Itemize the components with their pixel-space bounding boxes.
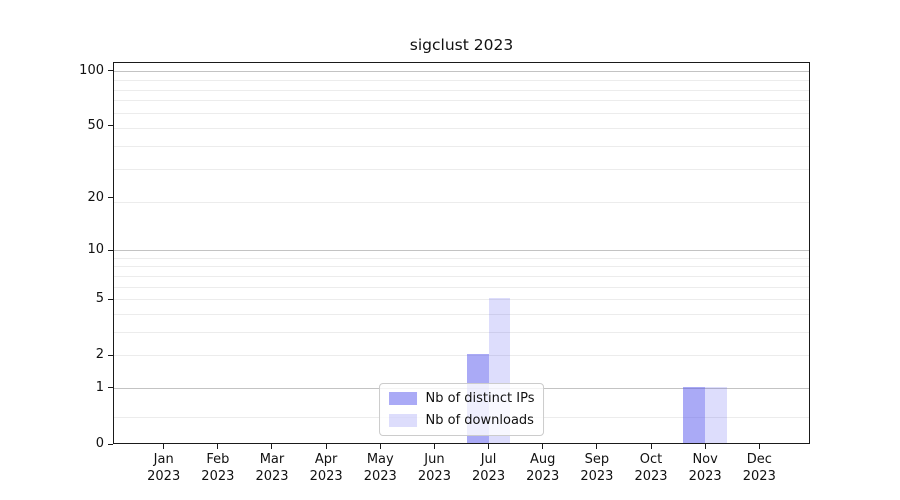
y-tick-mark [108,354,113,356]
gridline-minor [114,331,809,333]
x-tick-label: Jul 2023 [462,452,516,485]
x-tick-mark [325,444,327,449]
x-tick-label: Nov 2023 [678,452,732,485]
y-tick-label: 20 [87,189,104,205]
x-tick-month: Jun [424,452,445,467]
x-tick-year: 2023 [417,468,451,484]
y-tick-mark [108,298,113,300]
y-tick-label: 2 [95,347,104,363]
legend-swatch [388,392,417,405]
x-tick-mark [488,444,490,449]
x-tick-year: 2023 [255,468,289,484]
x-tick-year: 2023 [363,468,397,484]
x-tick-mark [379,444,381,449]
x-tick-year: 2023 [688,468,722,484]
gridline-major [114,70,809,72]
x-tick-mark [433,444,435,449]
legend: Nb of distinct IPs Nb of downloads [378,383,545,436]
y-tick-label: 1 [95,379,104,395]
legend-entry: Nb of distinct IPs [388,391,535,406]
x-tick-mark [542,444,544,449]
y-tick-label: 10 [87,242,104,258]
x-tick-mark [758,444,760,449]
x-tick-mark [650,444,652,449]
legend-label: Nb of distinct IPs [425,391,535,406]
x-tick-month: Sep [584,452,610,467]
x-tick-month: Apr [314,452,338,467]
legend-swatch [388,414,417,427]
x-tick-year: 2023 [309,468,343,484]
x-tick-year: 2023 [742,468,776,484]
x-tick-month: Jul [480,452,497,467]
y-tick-mark [108,249,113,251]
legend-label: Nb of downloads [425,413,534,428]
x-tick-label: Feb 2023 [191,452,245,485]
x-tick-label: Dec 2023 [732,452,786,485]
y-tick-mark [108,443,113,445]
y-tick-label: 100 [79,62,104,78]
x-tick-year: 2023 [526,468,560,484]
x-tick-mark [217,444,219,449]
chart-title: sigclust 2023 [409,36,514,54]
x-tick-mark [271,444,273,449]
gridline-minor [114,201,809,203]
gridline-minor [114,127,809,129]
y-tick-label: 50 [87,117,104,133]
x-tick-label: Mar 2023 [245,452,299,485]
x-tick-label: Apr 2023 [299,452,353,485]
x-tick-label: Jun 2023 [407,452,461,485]
gridline-minor [114,112,809,114]
x-tick-month: Mar [259,452,285,467]
gridline-major [114,250,809,252]
x-tick-year: 2023 [147,468,181,484]
x-tick-month: Aug [530,452,556,467]
x-tick-month: Jan [153,452,174,467]
gridline-minor [114,313,809,315]
x-tick-label: May 2023 [353,452,407,485]
x-tick-label: Oct 2023 [624,452,678,485]
gridlines-layer [114,63,809,443]
bar-downloads [705,386,727,443]
x-tick-mark [163,444,165,449]
gridline-minor [114,355,809,357]
x-tick-label: Jan 2023 [137,452,191,485]
x-tick-year: 2023 [472,468,506,484]
y-tick-label: 5 [95,291,104,307]
y-tick-mark [108,387,113,389]
x-tick-mark [596,444,598,449]
gridline-minor [114,266,809,268]
gridline-minor [114,299,809,301]
gridline-minor [114,80,809,82]
gridline-minor [114,89,809,91]
x-tick-month: Feb [206,452,230,467]
x-tick-month: Oct [639,452,663,467]
legend-entry: Nb of downloads [388,413,535,428]
x-tick-mark [704,444,706,449]
gridline-minor [114,168,809,170]
bar-distinct-ips [683,386,706,443]
gridline-minor [114,145,809,147]
gridline-minor [114,257,809,259]
x-tick-label: Sep 2023 [570,452,624,485]
x-tick-year: 2023 [580,468,614,484]
y-tick-mark [108,125,113,127]
plot-area: Nb of distinct IPs Nb of downloads [113,62,810,444]
x-tick-year: 2023 [201,468,235,484]
x-tick-label: Aug 2023 [516,452,570,485]
gridline-minor [114,275,809,277]
x-tick-month: Nov [692,452,718,467]
x-tick-month: May [366,452,394,467]
y-tick-mark [108,197,113,199]
x-tick-year: 2023 [634,468,668,484]
y-tick-mark [108,70,113,72]
gridline-minor [114,286,809,288]
x-tick-month: Dec [746,452,772,467]
gridline-minor [114,100,809,102]
y-tick-label: 0 [95,436,104,451]
